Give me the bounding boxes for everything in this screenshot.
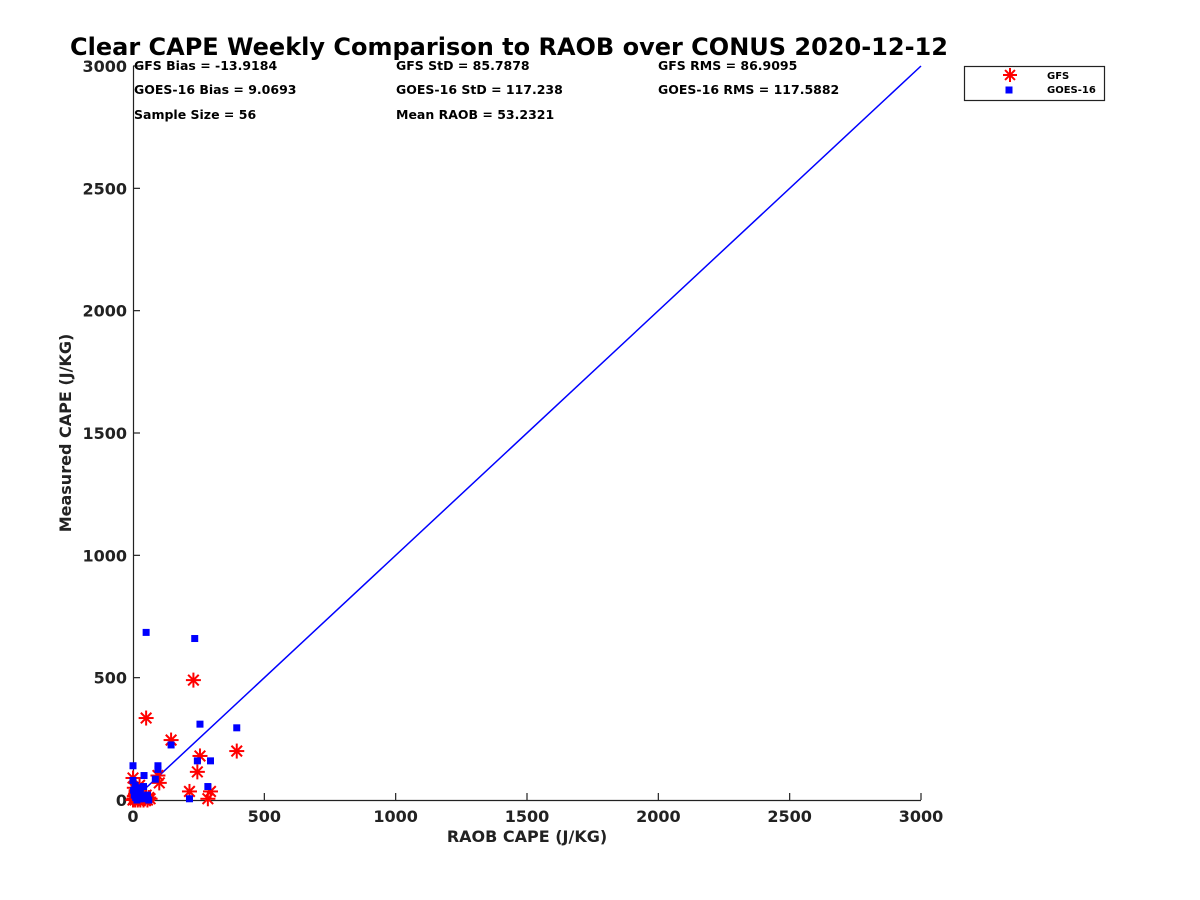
x-tick-label: 1500 [505, 807, 550, 826]
legend-box [963, 65, 1106, 102]
goes16-point [154, 765, 162, 773]
stat-gfs-std: GFS StD = 85.7878 [396, 58, 530, 73]
stat-gfs-bias: GFS Bias = -13.9184 [134, 58, 277, 73]
legend-goes16-square [1005, 86, 1013, 94]
goes16-point [129, 776, 137, 784]
goes16-point [142, 628, 150, 636]
ticks-layer: 0 500 1000 1500 2000 2500 3000 0 500 1000 1500 2000… [82, 57, 943, 826]
goes16-point [140, 772, 148, 780]
reference-line-layer [132, 65, 922, 801]
goes16-point [143, 791, 151, 799]
x-tick-label: 0 [127, 807, 138, 826]
goes16-point [140, 783, 148, 791]
gfs-point [229, 743, 245, 759]
legend-goes16-label: GOES-16 [1047, 85, 1096, 96]
y-tick-label: 500 [94, 669, 127, 688]
stats-panel: GFS Bias = -13.9184 GFS StD = 85.7878 GF… [134, 58, 839, 122]
y-axis-label: Measured CAPE (J/KG) [56, 334, 75, 533]
legend-gfs-marker [1003, 68, 1017, 82]
gfs-point [185, 672, 201, 688]
x-axis-label: RAOB CAPE (J/KG) [447, 827, 607, 846]
goes16-point [196, 720, 204, 728]
y-tick-label: 2000 [82, 302, 127, 321]
y-tick-label: 3000 [82, 57, 127, 76]
gfs-point [189, 764, 205, 780]
stat-goes16-std: GOES-16 StD = 117.238 [396, 82, 563, 97]
goes16-point [129, 762, 137, 770]
y-tick-label: 2500 [82, 179, 127, 198]
legend-gfs-label: GFS [1047, 71, 1069, 82]
stat-goes16-bias: GOES-16 Bias = 9.0693 [134, 82, 296, 97]
legend: GFS GOES-16 [963, 65, 1106, 102]
x-tick-label: 3000 [899, 807, 944, 826]
goes16-point [206, 757, 214, 765]
legend-gfs-asterisk [1003, 68, 1017, 82]
stat-gfs-rms: GFS RMS = 86.9095 [658, 58, 797, 73]
x-tick-label: 1000 [373, 807, 418, 826]
points-layer [125, 628, 245, 808]
legend-goes16-marker [1005, 86, 1013, 94]
stat-sample-size: Sample Size = 56 [134, 107, 256, 122]
goes16-point [154, 762, 162, 770]
goes16-point [233, 724, 241, 732]
x-tick-label: 2000 [636, 807, 681, 826]
x-tick-label: 2500 [767, 807, 812, 826]
goes16-point [193, 757, 201, 765]
goes16-point [141, 795, 149, 803]
goes16-point [191, 635, 199, 643]
goes16-point [145, 796, 153, 804]
goes16-point [185, 795, 193, 803]
goes16-point [167, 741, 175, 749]
gfs-point [138, 710, 154, 726]
x-tick-label: 500 [248, 807, 281, 826]
goes16-point [151, 775, 159, 783]
y-tick-label: 1000 [82, 546, 127, 565]
goes16-point [204, 783, 212, 791]
stat-goes16-rms: GOES-16 RMS = 117.5882 [658, 82, 839, 97]
y-tick-label: 0 [116, 791, 127, 810]
chart-title: Clear CAPE Weekly Comparison to RAOB ove… [70, 33, 948, 61]
stat-mean-raob: Mean RAOB = 53.2321 [396, 107, 554, 122]
one-to-one-line [132, 65, 922, 801]
goes16-point [136, 786, 144, 794]
y-tick-label: 1500 [82, 424, 127, 443]
